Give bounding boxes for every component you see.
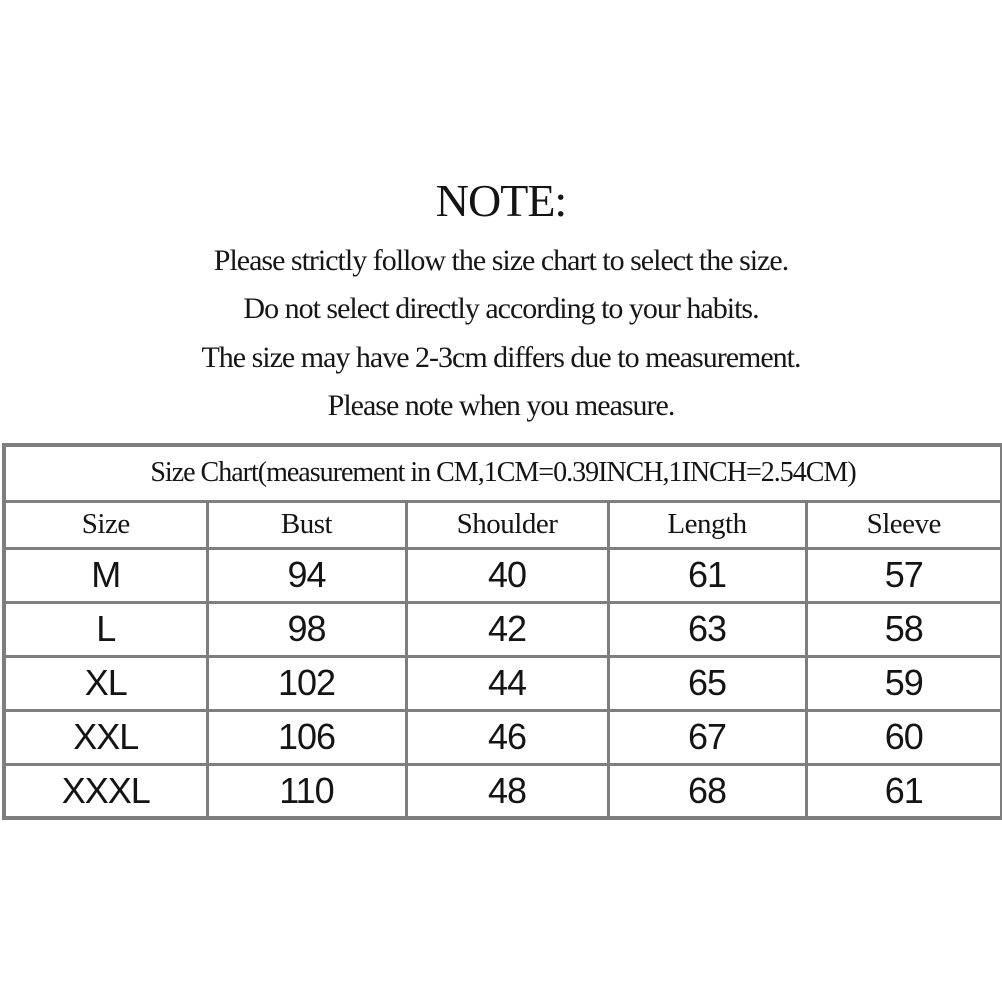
note-line: The size may have 2-3cm differs due to m… — [201, 340, 801, 374]
table-row: L 98 42 63 58 — [2, 600, 1002, 658]
cell-length: 63 — [606, 600, 808, 658]
size-chart-title-row: Size Chart(measurement in CM,1CM=0.39INC… — [2, 443, 1002, 503]
cell-shoulder: 40 — [404, 546, 610, 604]
note-line: Please note when you measure. — [327, 389, 676, 423]
column-header-bust: Bust — [205, 499, 408, 550]
cell-size: XXL — [2, 708, 209, 766]
column-header-shoulder: Shoulder — [404, 499, 610, 550]
cell-length: 61 — [606, 546, 808, 604]
cell-size: L — [2, 600, 209, 658]
cell-bust: 98 — [205, 600, 408, 658]
cell-sleeve: 61 — [804, 762, 1002, 820]
cell-size: M — [2, 546, 209, 604]
cell-length: 68 — [606, 762, 808, 820]
column-header-sleeve: Sleeve — [804, 499, 1002, 550]
cell-sleeve: 59 — [804, 654, 1002, 712]
table-row: XXXL 110 48 68 61 — [2, 762, 1002, 820]
cell-shoulder: 42 — [404, 600, 610, 658]
cell-sleeve: 57 — [804, 546, 1002, 604]
table-row: XL 102 44 65 59 — [2, 654, 1002, 712]
cell-shoulder: 48 — [404, 762, 610, 820]
size-chart-header-row: Size Bust Shoulder Length Sleeve — [2, 499, 1002, 550]
cell-sleeve: 58 — [804, 600, 1002, 658]
cell-bust: 94 — [205, 546, 408, 604]
cell-shoulder: 46 — [404, 708, 610, 766]
cell-size: XXXL — [2, 762, 209, 820]
column-header-length: Length — [606, 499, 808, 550]
note-lines: Please strictly follow the size chart to… — [0, 237, 1002, 431]
note-line: Please strictly follow the size chart to… — [213, 243, 789, 277]
cell-bust: 110 — [205, 762, 408, 820]
cell-shoulder: 44 — [404, 654, 610, 712]
table-row: XXL 106 46 67 60 — [2, 708, 1002, 766]
column-header-size: Size — [2, 499, 209, 550]
cell-bust: 102 — [205, 654, 408, 712]
note-title: NOTE: — [435, 175, 567, 226]
cell-size: XL — [2, 654, 209, 712]
size-chart-table: Size Chart(measurement in CM,1CM=0.39INC… — [2, 443, 1002, 820]
cell-sleeve: 60 — [804, 708, 1002, 766]
cell-length: 67 — [606, 708, 808, 766]
cell-bust: 106 — [205, 708, 408, 766]
cell-length: 65 — [606, 654, 808, 712]
note-line: Do not select directly according to your… — [243, 292, 759, 326]
size-chart-title: Size Chart(measurement in CM,1CM=0.39INC… — [2, 443, 1002, 503]
table-row: M 94 40 61 57 — [2, 546, 1002, 604]
note-block: NOTE: Please strictly follow the size ch… — [0, 175, 1002, 431]
